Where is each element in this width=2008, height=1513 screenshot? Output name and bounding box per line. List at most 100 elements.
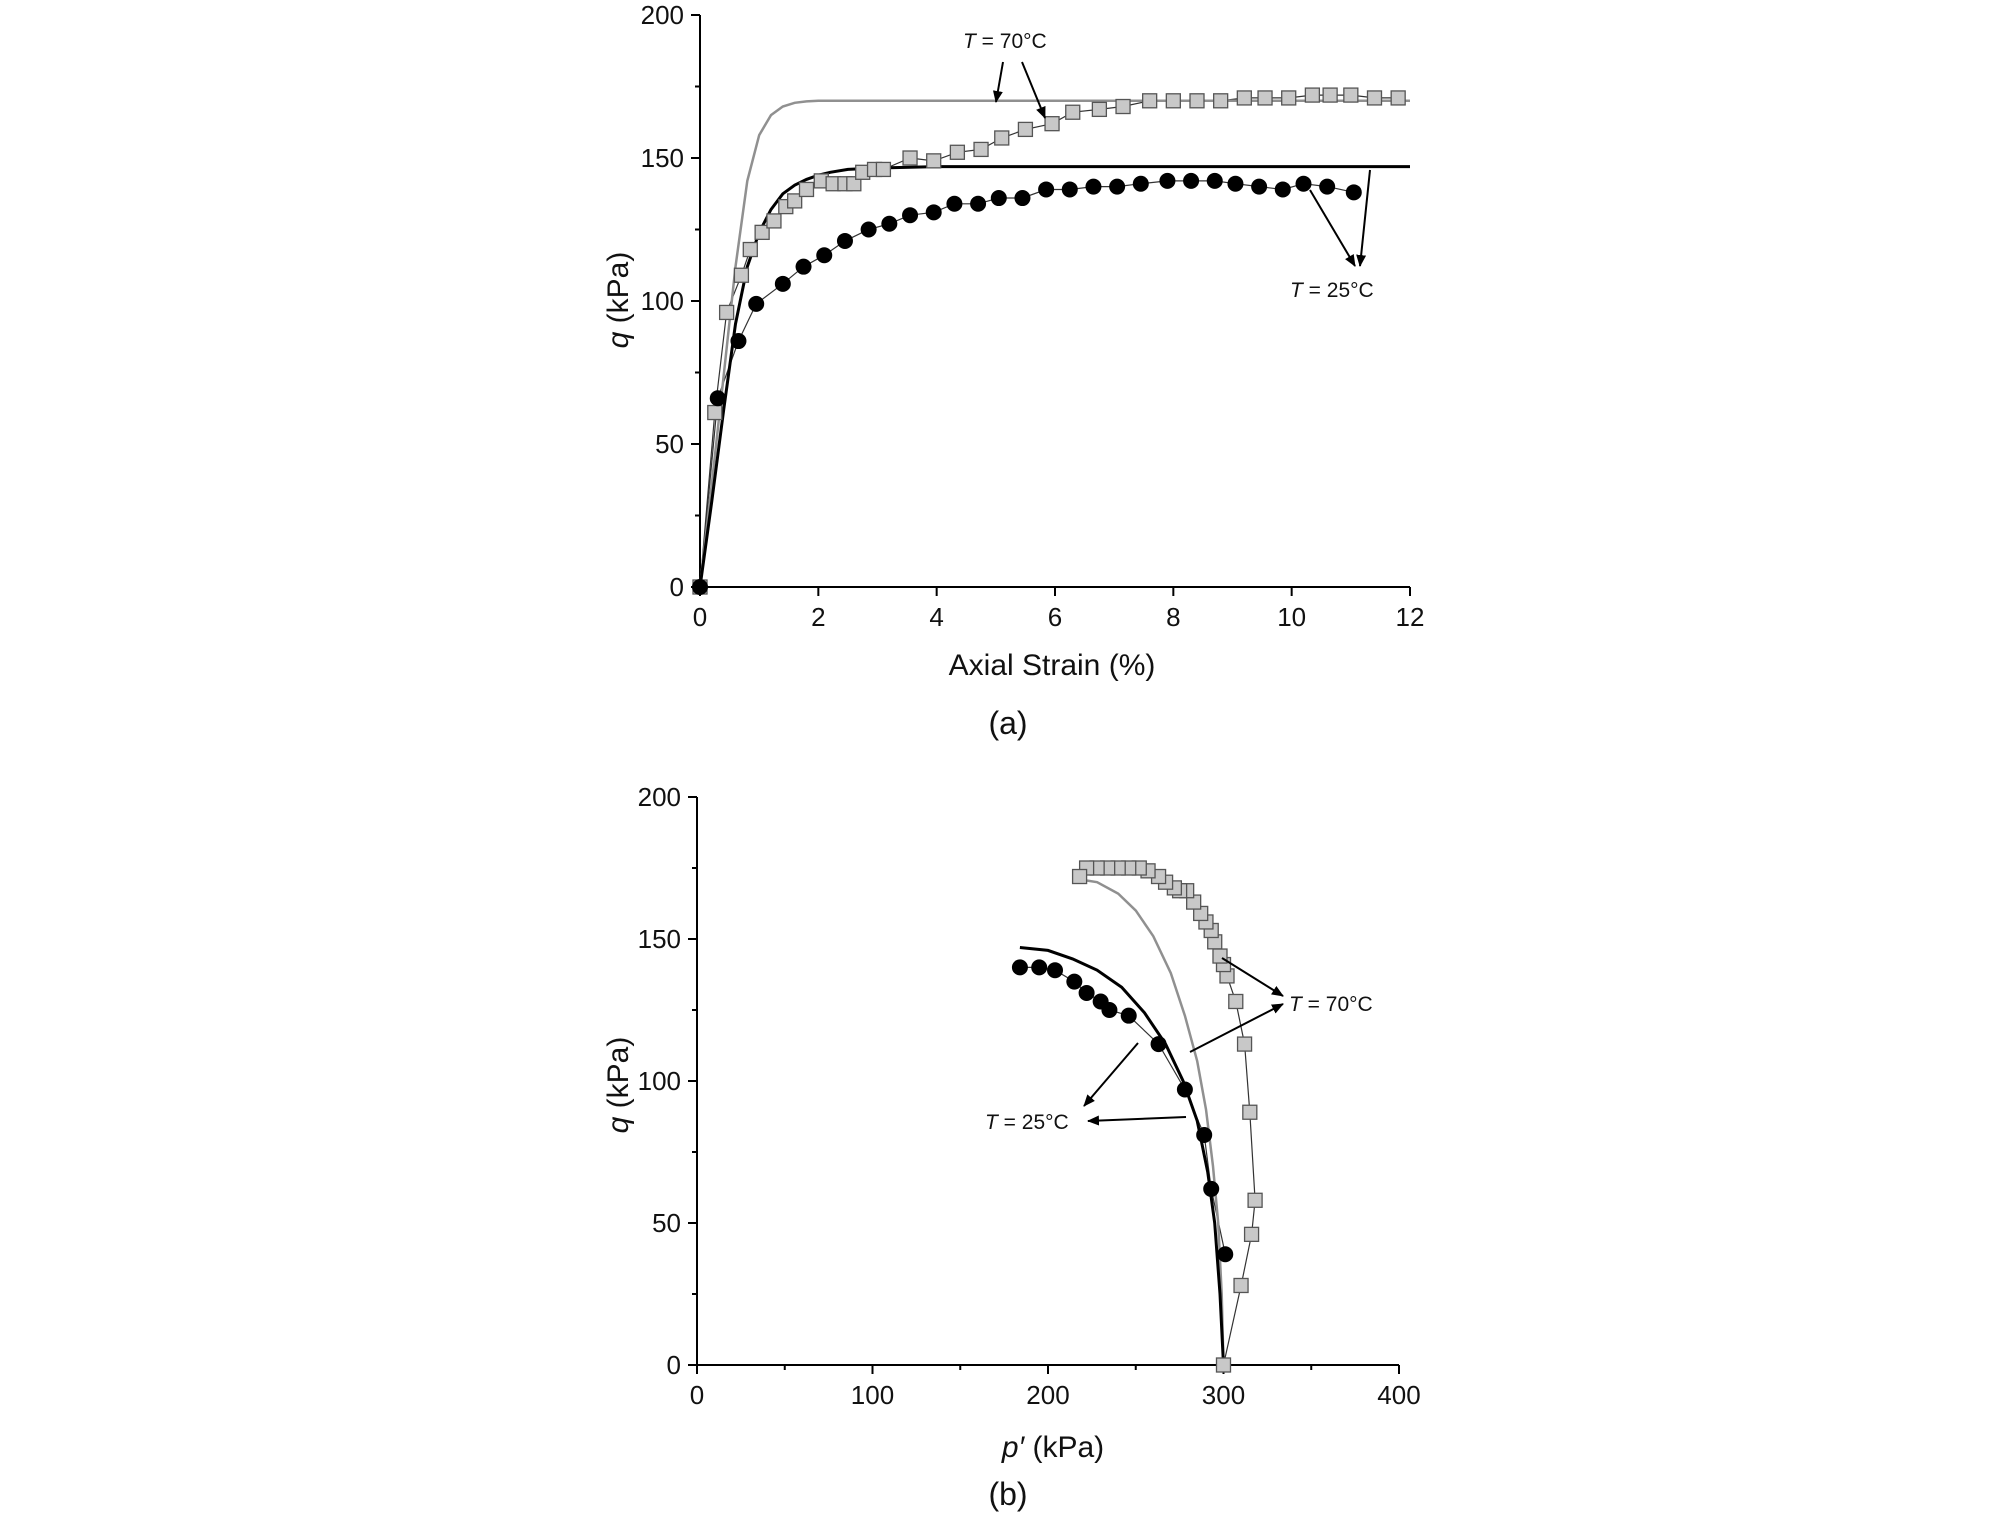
data-point-circle <box>946 195 963 212</box>
data-point-square <box>1213 93 1229 109</box>
data-point-square <box>902 150 918 166</box>
data-point-square <box>973 141 989 158</box>
data-point-circle <box>1109 178 1126 195</box>
model-line-2 <box>698 99 1410 588</box>
annotation-70c: T = 70°C <box>963 30 1047 53</box>
data-point-square <box>1115 98 1131 115</box>
data-point-square <box>1091 101 1108 118</box>
x-tick-label: 0 <box>690 1380 704 1410</box>
arrow-70c-to-line <box>992 61 1004 103</box>
data-point-square <box>1322 87 1338 103</box>
annotation-25c: T = 25°C <box>1290 279 1374 302</box>
y-tick-label: 200 <box>641 0 684 30</box>
data-point-square <box>1243 1226 1260 1243</box>
panel-a-x-axis-title: Axial Strain (%) <box>949 649 1156 682</box>
panel-b: 0 100 200 300 400 0 50 100 150 200 T = 70°C T = 2… <box>602 782 1421 1512</box>
data-point-circle <box>774 275 791 292</box>
data-point-circle <box>1217 1246 1234 1263</box>
data-point-circle <box>1038 181 1055 198</box>
panel-b-annotations: T = 70°C T = 25°C <box>985 957 1373 1134</box>
data-point-circle <box>860 221 877 238</box>
model-line-2 <box>1079 878 1225 1366</box>
data-point-square <box>1215 1357 1232 1373</box>
data-point-circle <box>1066 973 1083 990</box>
y-tick-label: 50 <box>655 429 684 459</box>
data-point-circle <box>1061 181 1078 198</box>
data-point-square <box>1044 116 1060 132</box>
arrow-70c-to-line <box>1189 1003 1284 1053</box>
data-point-square <box>1390 90 1406 106</box>
data-point-circle <box>1206 172 1223 189</box>
series-connector <box>699 94 1399 588</box>
y-tick-label: 200 <box>638 782 681 812</box>
data-point-square <box>1236 1036 1253 1052</box>
annotation-70c: T = 70°C <box>1289 993 1373 1016</box>
series-connector <box>699 180 1354 588</box>
arrow-25c-to-markers <box>1309 189 1356 267</box>
data-point-square <box>1017 121 1034 138</box>
data-point-circle <box>1120 1007 1137 1024</box>
x-tick-label: 6 <box>1048 602 1062 632</box>
data-point-circle <box>1014 190 1031 207</box>
data-point-square <box>846 176 862 192</box>
data-point-circle <box>970 195 987 212</box>
data-point-circle <box>730 333 747 350</box>
x-tick-label: 0 <box>693 602 707 632</box>
model-line-3 <box>1019 946 1225 1366</box>
y-tick-label: 50 <box>652 1208 681 1238</box>
x-tick-label: 200 <box>1026 1380 1069 1410</box>
data-point-square <box>1247 1192 1263 1208</box>
data-point-square <box>1065 104 1081 120</box>
y-tick-label: 100 <box>638 1066 681 1096</box>
panel-a-lines <box>698 94 1410 588</box>
data-point-square <box>787 193 803 209</box>
arrow-25c-to-markers <box>1083 1042 1139 1107</box>
y-tick-label: 150 <box>638 924 681 954</box>
data-point-square <box>1304 87 1321 103</box>
panel-a-y-axis-title: q (kPa) <box>602 252 635 349</box>
data-point-circle <box>1092 993 1109 1010</box>
data-point-square <box>1281 90 1297 106</box>
data-point-square <box>1165 93 1181 109</box>
data-point-square <box>1242 1104 1258 1120</box>
data-point-square <box>1257 90 1273 106</box>
data-point-circle <box>1011 959 1028 976</box>
panel-a-markers <box>692 87 1406 595</box>
data-point-circle <box>1251 178 1268 195</box>
data-point-circle <box>881 215 898 232</box>
panel-b-y-axis-title: q (kPa) <box>602 1037 635 1134</box>
data-point-circle <box>1150 1036 1167 1053</box>
data-point-square <box>1236 90 1252 106</box>
data-point-circle <box>709 390 726 407</box>
data-point-square <box>875 161 892 178</box>
data-point-circle <box>1183 172 1200 189</box>
series-connector <box>1079 867 1256 1366</box>
data-point-square <box>949 144 966 160</box>
data-point-square <box>1142 93 1158 109</box>
x-tick-label: 2 <box>811 602 825 632</box>
y-tick-label: 0 <box>667 1350 681 1380</box>
data-point-circle <box>795 258 812 275</box>
data-point-square <box>754 224 770 241</box>
model-line-3 <box>698 165 1410 588</box>
data-point-circle <box>748 295 765 312</box>
panel-a-axes: 0 2 4 6 8 10 12 0 50 100 150 200 <box>641 0 1425 632</box>
data-point-square <box>707 404 723 421</box>
data-point-circle <box>1047 962 1064 979</box>
data-point-square <box>1233 1277 1249 1294</box>
data-point-circle <box>902 207 919 224</box>
data-point-square <box>1071 868 1088 885</box>
data-point-circle <box>1345 184 1362 201</box>
x-tick-label: 300 <box>1202 1380 1245 1410</box>
data-point-square <box>1366 90 1383 106</box>
y-tick-label: 150 <box>641 143 684 173</box>
y-tick-label: 0 <box>670 572 684 602</box>
panel-b-caption: (b) <box>988 1476 1027 1512</box>
x-tick-label: 4 <box>929 602 943 632</box>
data-point-square <box>926 153 942 169</box>
data-point-circle <box>1196 1126 1213 1143</box>
data-point-square <box>798 181 815 198</box>
data-point-square <box>994 130 1010 146</box>
data-point-circle <box>1274 181 1291 198</box>
